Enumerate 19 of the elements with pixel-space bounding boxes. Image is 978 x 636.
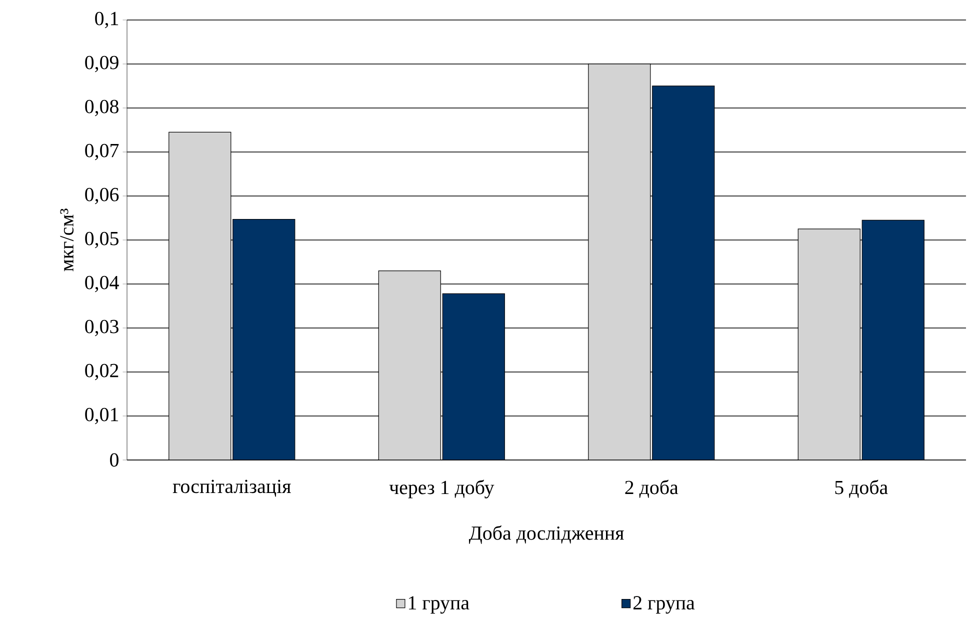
y-tick-label: 0,02	[85, 364, 118, 380]
x-tick-label: госпіталізація	[172, 480, 291, 497]
y-tick-label: 0,1	[95, 12, 118, 28]
x-tick-label: через 1 добу	[389, 480, 494, 498]
y-tick-label: 0,08	[85, 100, 118, 116]
x-tick-label: 5 доба	[835, 480, 888, 498]
legend-label: 2 група	[633, 596, 695, 614]
y-tick-label: 0,09	[85, 56, 118, 72]
y-tick-label: 0,05	[85, 232, 118, 248]
legend-label: 1 група	[408, 596, 470, 614]
y-axis-title: мкг/см³	[60, 208, 74, 272]
y-tick-label: 0,06	[85, 188, 119, 204]
x-tick-label: 2 доба	[625, 480, 678, 498]
y-tick-label: 0,03	[85, 320, 118, 336]
y-tick-label: 0,07	[85, 144, 119, 160]
y-tick-label: 0,01	[85, 408, 118, 424]
x-axis-title: Доба дослідження	[468, 525, 624, 544]
y-tick-label: 0,04	[85, 276, 119, 292]
y-tick-label: 0	[110, 453, 118, 467]
